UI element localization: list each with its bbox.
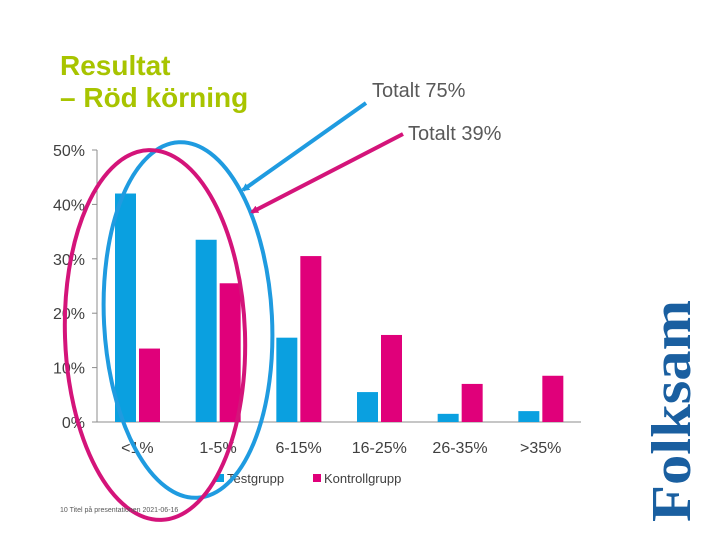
slide-title-line1: Resultat — [60, 50, 171, 81]
chart-bars — [115, 193, 564, 422]
bar-testgrupp-0 — [115, 193, 136, 422]
bar-kontrollgrupp-3 — [381, 334, 402, 422]
legend-label-0: Testgrupp — [227, 471, 284, 486]
bar-kontrollgrupp-4 — [461, 383, 483, 422]
blue-ellipse — [101, 140, 275, 500]
x-tick-label: >35% — [520, 440, 561, 457]
arrow-total-control — [250, 132, 404, 214]
bar-testgrupp-5 — [518, 411, 540, 422]
y-tick-label: 50% — [53, 143, 85, 160]
legend-swatch-1 — [313, 474, 321, 482]
y-tick-label: 20% — [53, 306, 85, 323]
legend-swatch-0 — [216, 474, 224, 482]
x-tick-label: 26-35% — [432, 440, 487, 457]
bar-testgrupp-4 — [437, 413, 459, 422]
bar-testgrupp-1 — [195, 239, 217, 422]
slide-title-line2: – Röd körning — [60, 82, 249, 113]
chart-x-labels: <1% 1-5% 6-15% 16-25% 26-35% >35% — [121, 440, 561, 457]
bar-kontrollgrupp-2 — [300, 256, 322, 422]
chart-legend: Testgrupp Kontrollgrupp — [216, 471, 401, 486]
folksam-logo-text: Folksam — [641, 300, 703, 522]
annotation-total-test: Totalt 75% — [372, 80, 466, 102]
magenta-ellipse — [62, 148, 248, 522]
bar-kontrollgrupp-0 — [139, 348, 160, 422]
bar-testgrupp-3 — [357, 392, 378, 422]
bar-testgrupp-2 — [276, 337, 298, 422]
y-tick-label: 40% — [53, 197, 85, 214]
slide-footer: 10 Titel på presentationen 2021-06-16 — [60, 507, 179, 514]
arrow-total-test — [241, 101, 368, 192]
annotation-total-control: Totalt 39% — [408, 123, 502, 145]
bar-kontrollgrupp-5 — [542, 375, 564, 422]
legend-label-1: Kontrollgrupp — [324, 471, 401, 486]
chart-axes — [92, 149, 581, 423]
slide-title: Resultat – Röd körning — [60, 50, 248, 114]
annotation-overlay — [62, 101, 404, 522]
chart-y-labels: 0%10%20%30%40%50% — [53, 143, 85, 432]
folksam-logo: Folksam — [641, 300, 703, 522]
bar-kontrollgrupp-1 — [219, 283, 241, 422]
x-tick-label: 6-15% — [276, 440, 322, 457]
x-tick-label: 16-25% — [352, 440, 407, 457]
